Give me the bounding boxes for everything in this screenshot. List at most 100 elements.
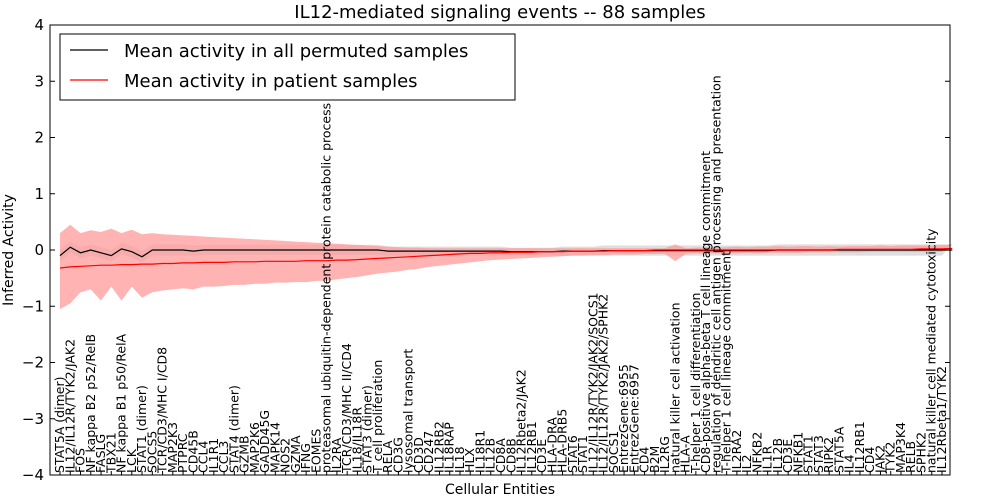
x-tick-label: IL1R <box>760 445 775 473</box>
series-lines <box>59 246 953 269</box>
x-tick-label: IL2RG <box>657 436 672 473</box>
x-tick-label: SOCS5 <box>144 431 159 473</box>
x-tick-label: IL12/IL12R/TYK2/JAK2 <box>62 339 77 473</box>
x-tick-label: IL12/IL12R/TYK2/JAK2/SPHK2 <box>596 294 611 473</box>
x-tick-label: IFNG <box>298 443 313 473</box>
x-tick-label: TBX21 <box>103 432 118 474</box>
x-tick-label: HLA-DRB5 <box>555 409 570 473</box>
x-tick-label: TYK2 <box>883 442 898 474</box>
x-tick-label: STAT5A (dimer) <box>52 377 67 473</box>
x-tick-label: natural killer cell activation <box>667 302 682 473</box>
x-tick-label: IL12B <box>770 438 785 473</box>
x-tick-label: T cell proliferation <box>370 360 385 474</box>
x-tick-label: RIPK2 <box>821 437 836 473</box>
x-axis-label: Cellular Entities <box>445 482 555 498</box>
x-tick-label: CD3E <box>534 439 549 473</box>
x-tick-label: CCL3 <box>216 441 231 473</box>
x-tick-label: RELA <box>380 440 395 473</box>
x-tick-label: FOS <box>73 448 88 473</box>
x-tick-label: IL12RB2 <box>432 421 447 473</box>
x-tick-label: CD3G <box>390 437 405 473</box>
y-tick-label: −3 <box>22 410 44 428</box>
x-tick-label: IL12Rbeta1/TYK2 <box>934 366 949 473</box>
x-tick-label: B2M <box>647 446 662 473</box>
chart-title: IL12-mediated signaling events -- 88 sam… <box>294 2 705 23</box>
x-tick-label: STAT1 (dimer) <box>134 385 149 473</box>
x-tick-label: CD8B <box>503 438 518 473</box>
x-tick-label: CD4 <box>862 447 877 473</box>
x-tick-label: IL12RB1 <box>524 421 539 473</box>
x-tick-label: MAP2K3 <box>165 422 180 473</box>
y-tick-label: −1 <box>22 297 44 315</box>
x-tick-label: PTPRC <box>175 433 190 473</box>
x-tick-label: STAT3 <box>811 435 826 473</box>
x-tick-label: IL2RA2 <box>729 430 744 473</box>
x-tick-label: SOCS1 <box>606 431 621 473</box>
x-tick-label: GZMB <box>237 435 252 473</box>
x-tick-label: CD3E <box>780 439 795 473</box>
x-tick-label: HLA-A <box>678 435 693 473</box>
x-axis: STAT5A (dimer)IL12/IL12R/TYK2/JAK2FOSNF … <box>52 75 949 475</box>
x-tick-label: LCK <box>124 448 139 473</box>
line-patient <box>59 247 953 269</box>
legend-label-permuted: Mean activity in all permuted samples <box>124 41 468 62</box>
y-tick-label: −4 <box>22 466 44 484</box>
x-tick-label: STAT4 (dimer) <box>226 385 241 473</box>
x-tick-label: IL18 <box>452 446 467 473</box>
x-tick-label: STAT1 <box>801 435 816 473</box>
y-tick-label: 4 <box>34 16 44 34</box>
x-tick-label: NF kappa B1 p50/RelA <box>114 333 129 473</box>
x-tick-label: natural killer cell mediated cytotoxicit… <box>924 228 939 473</box>
x-tick-label: IL12/IL12R/TYK2/JAK2/SOCS1 <box>585 292 600 473</box>
x-tick-label: proteasomal ubiquitin-dependent protein … <box>319 103 334 473</box>
x-tick-label: MAPK14 <box>267 422 282 473</box>
x-tick-label: TCR/CD3/MHC I/CD8 <box>155 347 170 474</box>
x-tick-label: SPHK2 <box>914 432 929 473</box>
x-tick-label: HLA-DRA <box>544 417 559 473</box>
x-tick-label: NFKB1 <box>790 432 805 473</box>
x-tick-label: IL2 <box>739 454 754 473</box>
plot-frame <box>49 24 951 476</box>
x-tick-label: IL18/IL18R <box>349 407 364 473</box>
x-tick-label: EntrezGene:6957 <box>626 364 641 473</box>
x-tick-label: FASLG <box>93 434 108 473</box>
y-tick-label: 2 <box>34 129 44 147</box>
x-tick-label: GZMA <box>288 435 303 473</box>
x-tick-label: regulation of dendritic cell antigen pro… <box>708 75 723 473</box>
x-tick-label: NOS2 <box>278 438 293 473</box>
x-tick-label: TCR/CD3/MHC II/CD4 <box>339 343 354 474</box>
y-axis-label: Inferred Activity <box>1 194 17 306</box>
x-tick-label: IL12RB1 <box>852 421 867 473</box>
x-tick-label: RELB <box>903 441 918 473</box>
x-tick-label: CD247 <box>421 431 436 473</box>
legend-label-patient: Mean activity in patient samples <box>124 71 418 92</box>
x-tick-label: STAT1 <box>575 435 590 473</box>
y-tick-label: 0 <box>34 241 44 259</box>
x-tick-label: CD8-positive alpha-beta T cell lineage c… <box>698 151 713 473</box>
x-tick-label: EntrezGene:6955 <box>616 364 631 473</box>
y-tick-label: −2 <box>22 354 44 372</box>
x-tick-label: CCL4 <box>196 441 211 473</box>
x-tick-label: CD8A <box>493 438 508 473</box>
x-tick-label: STAT3 (dimer) <box>360 385 375 473</box>
x-tick-label: CD3D <box>411 437 426 473</box>
x-tick-label: MAP3K4 <box>893 422 908 473</box>
x-tick-label: HLX <box>462 448 477 473</box>
x-tick-label: IL1R1 <box>206 438 221 473</box>
x-tick-label: GADD45G <box>257 410 272 473</box>
x-tick-label: IL18R1 <box>473 430 488 473</box>
x-tick-label: lysosomal transport <box>401 349 416 473</box>
x-tick-label: T-helper 1 cell differentiation <box>688 293 703 474</box>
x-tick-label: JAK2 <box>873 445 888 474</box>
x-tick-label: EOMES <box>308 429 323 473</box>
x-tick-label: CD4 <box>637 447 652 473</box>
x-tick-label: STAT5A <box>831 426 846 473</box>
x-tick-label: T-helper 1 cell lineage commitment <box>719 251 734 474</box>
x-tick-label: NF kappa B2 p52/RelB <box>83 334 98 473</box>
x-tick-label: IL12Rbeta2/JAK2 <box>514 369 529 473</box>
x-tick-label: IL12B <box>483 438 498 473</box>
y-tick-label: 3 <box>34 72 44 90</box>
x-tick-label: NFKB2 <box>749 432 764 473</box>
x-tick-label: MAP2K6 <box>247 422 262 473</box>
